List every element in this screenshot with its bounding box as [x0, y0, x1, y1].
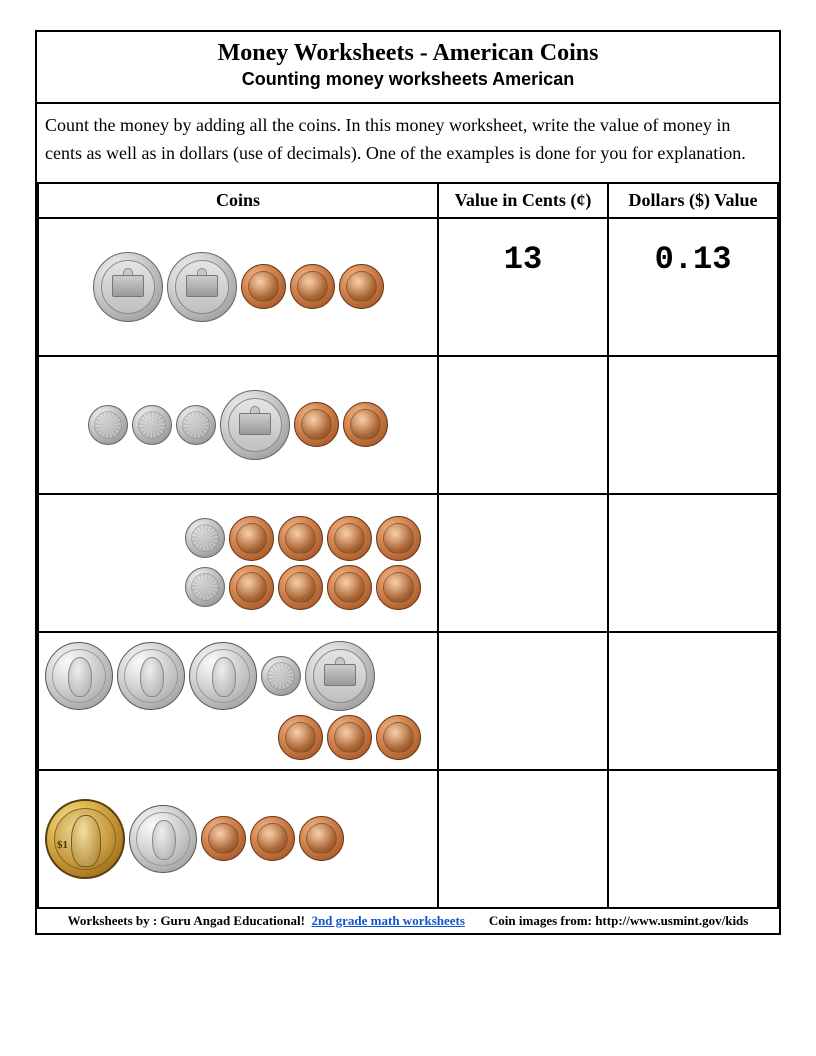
dime-coin — [185, 518, 225, 558]
cents-cell[interactable] — [438, 632, 608, 770]
dime-coin — [132, 405, 172, 445]
instructions-text: Count the money by adding all the coins.… — [37, 104, 779, 184]
dollars-cell[interactable] — [608, 632, 778, 770]
table-row: 130.13 — [38, 218, 778, 356]
dollar-coin: $1 — [45, 799, 125, 879]
dime-coin — [185, 567, 225, 607]
dollars-cell[interactable]: 0.13 — [608, 218, 778, 356]
footer-image-credit: Coin images from: http://www.usmint.gov/… — [489, 913, 748, 929]
penny-coin — [376, 565, 421, 610]
quarter-coin — [129, 805, 197, 873]
table-row — [38, 356, 778, 494]
dime-coin — [88, 405, 128, 445]
dime-coin — [176, 405, 216, 445]
cents-cell[interactable] — [438, 356, 608, 494]
nickel-coin — [305, 641, 375, 711]
coins-cell — [38, 494, 438, 632]
dollars-cell[interactable] — [608, 494, 778, 632]
col-header-dollars: Dollars ($) Value — [608, 184, 778, 218]
quarter-coin — [45, 642, 113, 710]
penny-coin — [241, 264, 286, 309]
penny-coin — [299, 816, 344, 861]
col-header-coins: Coins — [38, 184, 438, 218]
quarter-coin — [117, 642, 185, 710]
cents-cell[interactable]: 13 — [438, 218, 608, 356]
footer-link[interactable]: 2nd grade math worksheets — [311, 913, 464, 928]
penny-coin — [229, 565, 274, 610]
penny-coin — [201, 816, 246, 861]
nickel-coin — [167, 252, 237, 322]
penny-coin — [294, 402, 339, 447]
coins-cell — [38, 632, 438, 770]
page-subtitle: Counting money worksheets American — [47, 69, 769, 90]
coin-row — [45, 715, 431, 760]
worksheet-page: Money Worksheets - American Coins Counti… — [35, 30, 781, 935]
header: Money Worksheets - American Coins Counti… — [37, 32, 779, 104]
penny-coin — [278, 565, 323, 610]
nickel-coin — [220, 390, 290, 460]
penny-coin — [376, 516, 421, 561]
coin-row — [45, 516, 431, 561]
table-row — [38, 632, 778, 770]
penny-coin — [376, 715, 421, 760]
penny-coin — [343, 402, 388, 447]
penny-coin — [278, 516, 323, 561]
penny-coin — [327, 715, 372, 760]
cents-cell[interactable] — [438, 494, 608, 632]
coin-row: $1 — [45, 799, 344, 879]
table-row — [38, 494, 778, 632]
penny-coin — [327, 565, 372, 610]
coins-cell — [38, 356, 438, 494]
coin-row — [45, 390, 431, 460]
dime-coin — [261, 656, 301, 696]
penny-coin — [250, 816, 295, 861]
penny-coin — [327, 516, 372, 561]
footer-credit: Worksheets by : Guru Angad Educational! … — [68, 913, 465, 929]
coins-cell: $1 — [38, 770, 438, 908]
dollars-cell[interactable] — [608, 770, 778, 908]
nickel-coin — [93, 252, 163, 322]
penny-coin — [278, 715, 323, 760]
col-header-cents: Value in Cents (¢) — [438, 184, 608, 218]
coin-row — [45, 565, 431, 610]
coin-row — [45, 252, 431, 322]
penny-coin — [229, 516, 274, 561]
penny-coin — [339, 264, 384, 309]
penny-coin — [290, 264, 335, 309]
worksheet-table: Coins Value in Cents (¢) Dollars ($) Val… — [37, 184, 779, 909]
cents-cell[interactable] — [438, 770, 608, 908]
table-row: $1 — [38, 770, 778, 908]
coin-row — [45, 641, 375, 711]
footer: Worksheets by : Guru Angad Educational! … — [37, 909, 779, 933]
page-title: Money Worksheets - American Coins — [47, 40, 769, 67]
dollars-cell[interactable] — [608, 356, 778, 494]
coins-cell — [38, 218, 438, 356]
quarter-coin — [189, 642, 257, 710]
